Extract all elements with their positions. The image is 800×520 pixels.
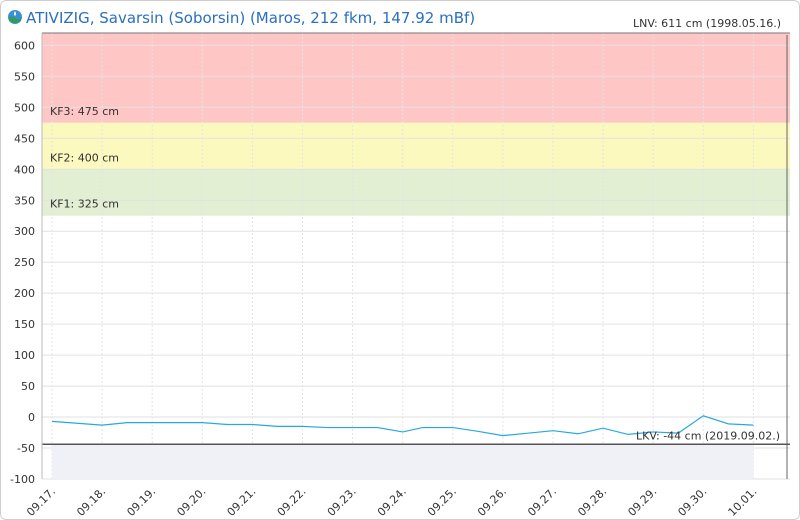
lkv-label: LKV: -44 cm (2019.09.02.) bbox=[636, 429, 780, 442]
y-tick-label: 100 bbox=[14, 349, 35, 362]
x-tick-label: 09.18. bbox=[74, 485, 108, 519]
y-tick-label: 600 bbox=[14, 39, 35, 52]
water-drop-globe-icon bbox=[8, 10, 22, 24]
low-water-area bbox=[52, 444, 754, 479]
y-tick-label: 50 bbox=[21, 380, 35, 393]
x-tick-label: 09.24. bbox=[375, 485, 409, 519]
y-tick-label: -100 bbox=[10, 473, 35, 486]
x-tick-label: 09.19. bbox=[124, 485, 158, 519]
x-tick-label: 09.25. bbox=[425, 485, 459, 519]
threshold-label: KF2: 400 cm bbox=[50, 151, 119, 164]
series-layer bbox=[51, 415, 754, 479]
y-tick-label: 200 bbox=[14, 287, 35, 300]
x-tick-label: 09.23. bbox=[325, 485, 359, 519]
station-title-link[interactable]: ATIVIZIG, Savarsin (Soborsin) (Maros, 21… bbox=[26, 9, 476, 27]
x-tick-label: 09.17. bbox=[24, 485, 58, 519]
y-tick-label: 300 bbox=[14, 225, 35, 238]
x-tick-label: 09.30. bbox=[675, 485, 709, 519]
x-tick-label: 09.26. bbox=[475, 485, 509, 519]
y-tick-label: 400 bbox=[14, 163, 35, 176]
x-tick-label: 09.27. bbox=[525, 485, 559, 519]
y-tick-label: 550 bbox=[14, 70, 35, 83]
threshold-band bbox=[42, 122, 790, 170]
chart-header: ATIVIZIG, Savarsin (Soborsin) (Maros, 21… bbox=[0, 0, 800, 30]
x-tick-label: 09.20. bbox=[174, 485, 208, 519]
threshold-label: KF1: 325 cm bbox=[50, 198, 119, 211]
x-tick-label: 09.28. bbox=[575, 485, 609, 519]
y-tick-label: 500 bbox=[14, 101, 35, 114]
lnv-label: LNV: 611 cm (1998.05.16.) bbox=[632, 17, 781, 30]
x-tick-label: 09.29. bbox=[625, 485, 659, 519]
y-tick-label: 0 bbox=[28, 411, 35, 424]
threshold-band bbox=[42, 33, 790, 123]
threshold-label: KF3: 475 cm bbox=[50, 105, 119, 118]
threshold-band bbox=[42, 169, 790, 216]
x-tick-label: 10.01. bbox=[726, 485, 760, 519]
x-tick-label: 09.21. bbox=[225, 485, 259, 519]
y-tick-label: 450 bbox=[14, 132, 35, 145]
water-level-line bbox=[51, 415, 754, 437]
alert-bands bbox=[42, 33, 790, 216]
y-tick-label: 350 bbox=[14, 194, 35, 207]
y-tick-label: 150 bbox=[14, 318, 35, 331]
y-tick-label: 250 bbox=[14, 256, 35, 269]
x-tick-label: 09.22. bbox=[275, 485, 309, 519]
y-tick-label: -50 bbox=[17, 442, 35, 455]
labels: KF3: 475 cm KF2: 400 cm KF1: 325 cm LKV: -4… bbox=[50, 105, 780, 442]
